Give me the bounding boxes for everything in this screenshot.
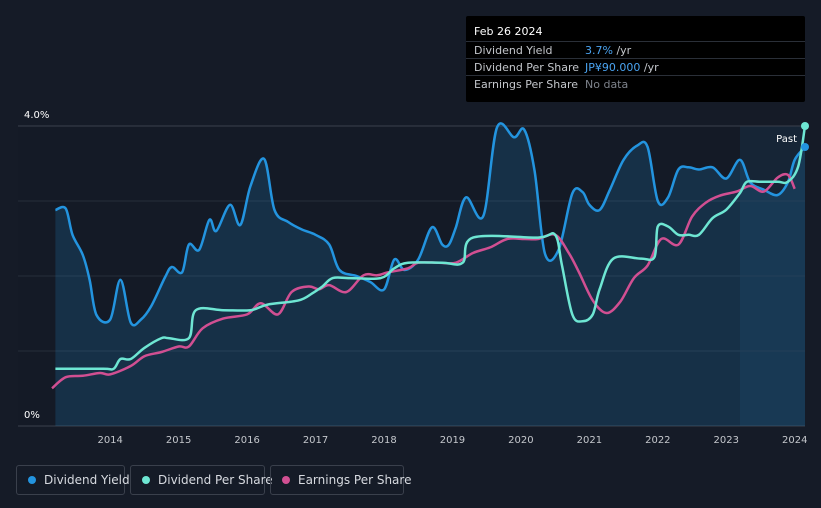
dividend-yield-area (55, 123, 805, 426)
tooltip-unit: /yr (612, 44, 632, 57)
x-tick-label: 2020 (508, 435, 533, 446)
tooltip-value: JP¥90.000 (585, 61, 641, 74)
tooltip-row-dividend-per-share: Dividend Per Share JP¥90.000 /yr (466, 58, 805, 75)
legend-earnings-per-share[interactable]: Earnings Per Share (270, 465, 411, 495)
tooltip-label: Dividend Per Share (474, 61, 580, 74)
x-axis-ticks: 2014 2015 2016 2017 2018 2019 2020 2021 2022 2023… (97, 435, 807, 446)
legend-label: Earnings Per Share (298, 473, 412, 487)
legend-dividend-per-share[interactable]: Dividend Per Share (130, 465, 273, 495)
x-tick-label: 2016 (234, 435, 259, 446)
x-tick-label: 2018 (371, 435, 396, 446)
x-tick-label: 2021 (577, 435, 602, 446)
hover-tooltip: Feb 26 2024 Dividend Yield 3.7% /yr Divi… (466, 16, 805, 102)
tooltip-value: 3.7% (585, 44, 613, 57)
gridlines (18, 125, 805, 427)
tooltip-unit: /yr (640, 61, 659, 74)
x-tick-label: 2022 (645, 435, 670, 446)
dividend-per-share-line (55, 125, 807, 371)
y-top-label: 4.0% (24, 110, 49, 121)
tooltip-value: No data (585, 78, 629, 91)
legend-label: Dividend Per Share (158, 473, 273, 487)
legend-dot-icon (28, 476, 36, 484)
tooltip-row-earnings-per-share: Earnings Per Share No data (466, 75, 805, 92)
legend-dot-icon (282, 476, 290, 484)
legend-label: Dividend Yield (44, 473, 130, 487)
x-tick-label: 2023 (714, 435, 739, 446)
y-bottom-label: 0% (24, 410, 40, 421)
dividend-yield-line (54, 122, 806, 327)
tooltip-label: Earnings Per Share (474, 78, 579, 91)
x-tick-label: 2024 (782, 435, 807, 446)
tooltip-row-dividend-yield: Dividend Yield 3.7% /yr (466, 41, 805, 58)
x-tick-label: 2017 (303, 435, 328, 446)
x-tick-label: 2014 (97, 435, 122, 446)
legend-dot-icon (142, 476, 150, 484)
dividend-per-share-end-marker (801, 122, 809, 130)
x-tick-label: 2019 (440, 435, 465, 446)
legend-dividend-yield[interactable]: Dividend Yield (16, 465, 130, 495)
dividend-yield-end-marker (801, 143, 809, 151)
past-label: Past (776, 134, 797, 145)
tooltip-label: Dividend Yield (474, 44, 553, 57)
tooltip-date: Feb 26 2024 (474, 25, 543, 38)
x-tick-label: 2015 (166, 435, 191, 446)
